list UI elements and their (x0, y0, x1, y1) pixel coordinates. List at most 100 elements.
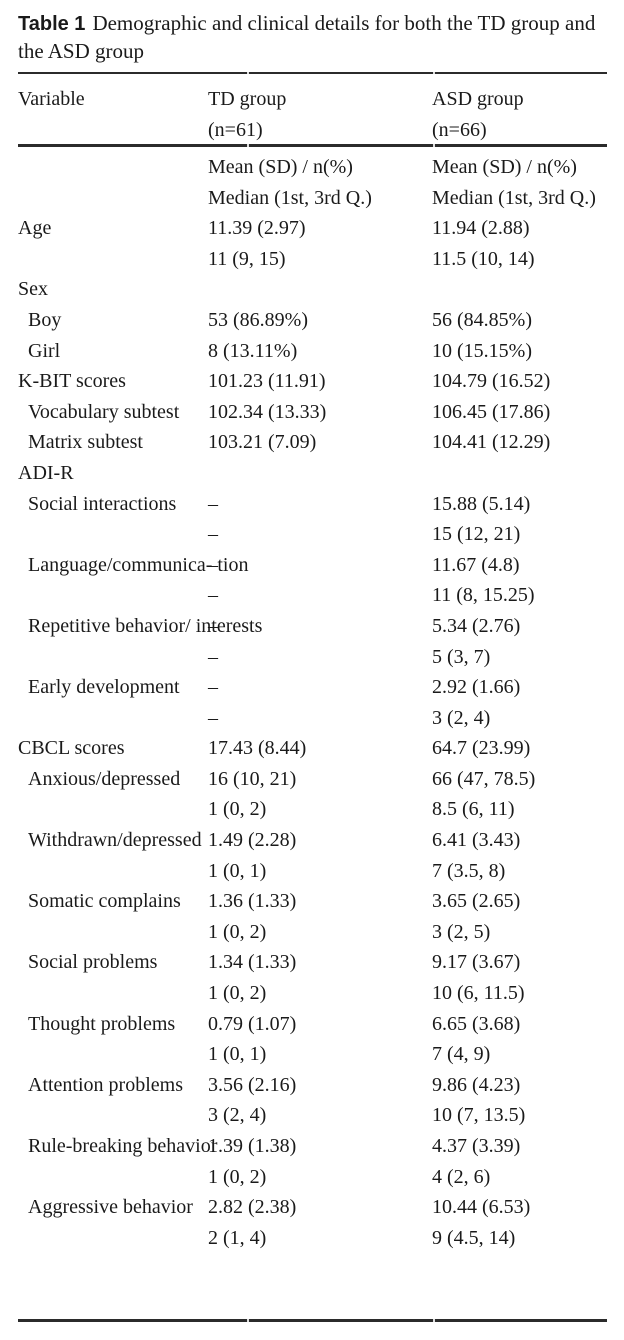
table-row: CBCL scores 17.43 (8.44) 64.7 (23.99) (18, 733, 608, 764)
variable-cell (18, 703, 208, 734)
asd-group-cell: 7 (4, 9) (432, 1043, 491, 1066)
asd-group-cell: 3.65 (2.65) (432, 890, 521, 913)
table-row: Social interactions – 15.88 (5.14) (18, 489, 608, 520)
td-group-cell: – (208, 553, 218, 576)
td-group-cell: 11 (9, 15) (208, 247, 286, 270)
table-row: 11 (9, 15) 11.5 (10, 14) (18, 244, 608, 275)
asd-group-cell: 8.5 (6, 11) (432, 798, 515, 821)
td-group-cell: 0.79 (1.07) (208, 1012, 297, 1035)
asd-group-cell: 5.34 (2.76) (432, 614, 521, 637)
asd-group-cell: 9.86 (4.23) (432, 1073, 521, 1096)
variable-cell (18, 1100, 208, 1131)
table-row: Rule-breaking behavior 1.39 (1.38) 4.37 (3… (18, 1131, 608, 1162)
variable-cell: Thought problems (28, 1012, 176, 1035)
asd-group-cell: 9 (4.5, 14) (432, 1226, 516, 1249)
asd-group-n: (n=66) (432, 119, 487, 141)
asd-group-cell: 11.67 (4.8) (432, 553, 520, 576)
table-row: – 11 (8, 15.25) (18, 580, 608, 611)
variable-cell: Girl (28, 339, 61, 362)
asd-group-cell: 10 (7, 13.5) (432, 1104, 526, 1127)
td-group-cell: Median (1st, 3rd Q.) (208, 186, 372, 209)
table-row: Attention problems 3.56 (2.16) 9.86 (4.23) (18, 1070, 608, 1101)
asd-group-cell: 11.94 (2.88) (432, 217, 530, 240)
td-group-cell: 17.43 (8.44) (208, 737, 307, 760)
td-group-cell: 3.56 (2.16) (208, 1073, 297, 1096)
td-group-cell: Mean (SD) / n(%) (208, 156, 353, 178)
td-group-cell: 101.23 (11.91) (208, 370, 326, 393)
variable-cell: Repetitive behavior/ interests (28, 614, 263, 637)
td-group-cell: – (208, 523, 218, 546)
td-group-cell: 1 (0, 2) (208, 1165, 267, 1188)
td-group-cell: 1 (0, 1) (208, 859, 267, 882)
table-caption: Table 1 Demographic and clinical details … (18, 10, 616, 65)
variable-cell: Somatic complains (28, 890, 181, 913)
variable-cell (18, 1039, 208, 1070)
variable-cell (18, 1162, 208, 1193)
table-row: 1 (0, 2) 4 (2, 6) (18, 1162, 608, 1193)
variable-cell (18, 794, 208, 825)
table-caption-text: Demographic and clinical details for bot… (18, 11, 596, 63)
table-row: Boy 53 (86.89%) 56 (84.85%) (18, 305, 608, 336)
variable-cell: Social interactions (28, 492, 177, 515)
td-group-cell: 1 (0, 1) (208, 1043, 267, 1066)
rule-header-separator (18, 144, 607, 147)
asd-group-cell: 104.79 (16.52) (432, 370, 551, 393)
asd-group-cell: 64.7 (23.99) (432, 737, 531, 760)
asd-group-cell: 6.65 (3.68) (432, 1012, 521, 1035)
asd-group-cell: 10.44 (6.53) (432, 1196, 531, 1219)
column-header-asd-group: ASD group (n=66) (432, 84, 524, 146)
td-group-cell: 8 (13.11%) (208, 339, 298, 362)
table-row: 1 (0, 2) 10 (6, 11.5) (18, 978, 608, 1009)
td-group-cell: 16 (10, 21) (208, 767, 297, 790)
variable-cell (18, 978, 208, 1009)
variable-cell: Vocabulary subtest (28, 400, 180, 423)
rule-bottom (18, 1319, 607, 1322)
asd-group-cell: 66 (47, 78.5) (432, 767, 536, 790)
table-row: Aggressive behavior 2.82 (2.38) 10.44 (6.5… (18, 1192, 608, 1223)
td-group-cell: 1 (0, 2) (208, 798, 267, 821)
rule-top (18, 72, 607, 74)
variable-cell: Matrix subtest (28, 431, 143, 454)
variable-cell: K-BIT scores (18, 370, 126, 393)
column-header-variable: Variable (18, 84, 85, 115)
asd-group-cell: 2.92 (1.66) (432, 676, 521, 699)
table-body: Mean (SD) / n(%) Mean (SD) / n(%) Median (… (18, 152, 608, 1253)
variable-cell (18, 183, 208, 214)
table-row: K-BIT scores 101.23 (11.91) 104.79 (16.52) (18, 366, 608, 397)
td-group-cell: – (208, 584, 218, 607)
column-header-variable-label: Variable (18, 88, 85, 110)
variable-cell: Boy (28, 308, 62, 331)
table-number: Table 1 (18, 13, 86, 35)
asd-group-cell: 11 (8, 15.25) (432, 584, 535, 607)
asd-group-cell: 7 (3.5, 8) (432, 859, 506, 882)
asd-group-cell: 4.37 (3.39) (432, 1135, 521, 1157)
table-row: Somatic complains 1.36 (1.33) 3.65 (2.65) (18, 886, 608, 917)
td-group-n: (n=61) (208, 119, 263, 141)
asd-group-cell: 4 (2, 6) (432, 1165, 491, 1188)
table-row: Mean (SD) / n(%) Mean (SD) / n(%) (18, 152, 608, 183)
variable-cell (18, 917, 208, 948)
table-row: Age 11.39 (2.97) 11.94 (2.88) (18, 213, 608, 244)
asd-group-cell: 10 (15.15%) (432, 339, 532, 362)
table-row: 1 (0, 1) 7 (4, 9) (18, 1039, 608, 1070)
variable-cell: Language/communica- tion (28, 553, 249, 576)
table-row: Early development – 2.92 (1.66) (18, 672, 608, 703)
table-row: Sex (18, 274, 608, 305)
asd-group-cell: Mean (SD) / n(%) (432, 156, 577, 178)
table-row: Social problems 1.34 (1.33) 9.17 (3.67) (18, 947, 608, 978)
td-group-cell: 1.49 (2.28) (208, 829, 297, 852)
td-group-cell: 53 (86.89%) (208, 308, 308, 331)
table-row: Withdrawn/depressed 1.49 (2.28) 6.41 (3.43… (18, 825, 608, 856)
td-group-cell: – (208, 614, 218, 637)
asd-group-cell: 56 (84.85%) (432, 308, 532, 331)
asd-group-cell: 6.41 (3.43) (432, 829, 521, 852)
td-group-name: TD group (208, 88, 287, 110)
asd-group-cell: 11.5 (10, 14) (432, 247, 535, 270)
variable-cell: Withdrawn/depressed (28, 829, 202, 852)
asd-group-cell: Median (1st, 3rd Q.) (432, 186, 596, 209)
variable-cell: Anxious/depressed (28, 767, 181, 790)
asd-group-cell: 15 (12, 21) (432, 523, 521, 546)
table-row: Anxious/depressed 16 (10, 21) 66 (47, 78.5… (18, 764, 608, 795)
td-group-cell (208, 458, 432, 489)
demographics-table: Mean (SD) / n(%) Mean (SD) / n(%) Median (… (18, 152, 608, 1253)
